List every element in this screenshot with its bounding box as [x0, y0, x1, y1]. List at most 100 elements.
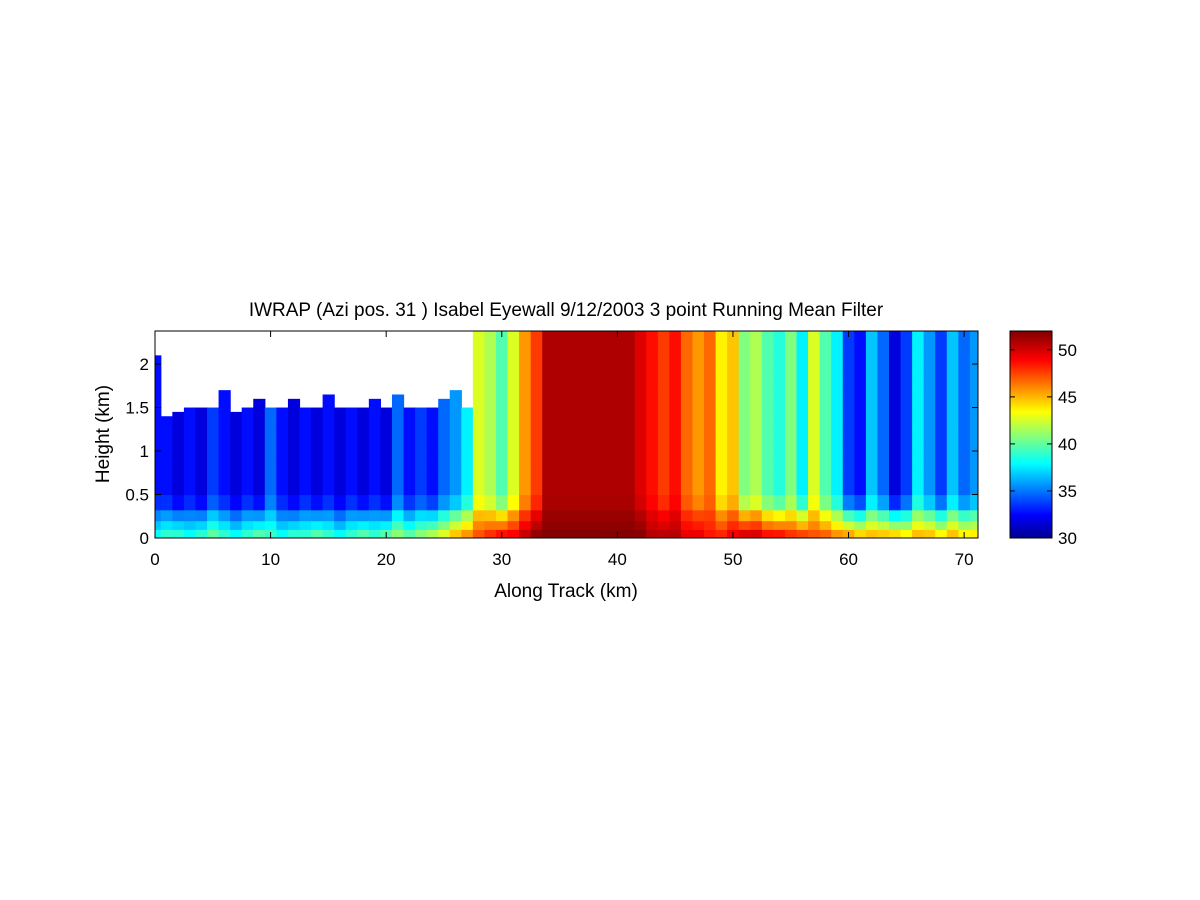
heatmap-cell [484, 520, 497, 530]
heatmap-cell [276, 442, 289, 461]
heatmap-cell [345, 494, 358, 511]
heatmap-cell [623, 355, 636, 374]
heatmap-cell [195, 459, 208, 478]
heatmap-cell [530, 509, 543, 522]
heatmap-cell [865, 459, 879, 478]
heatmap-cell [461, 494, 474, 511]
heatmap-cell [889, 509, 902, 522]
heatmap-cell [727, 442, 740, 461]
heatmap-cell [854, 529, 867, 538]
heatmap-cell [808, 340, 821, 356]
heatmap-cell [831, 509, 844, 522]
heatmap-cell [808, 494, 821, 511]
heatmap-cell [727, 477, 740, 496]
heatmap-cell [391, 459, 405, 478]
heatmap-cell [415, 442, 428, 461]
heatmap-cell [484, 494, 497, 511]
heatmap-cell [484, 529, 497, 538]
heatmap-cell [727, 372, 740, 391]
heatmap-cell [334, 407, 347, 426]
y-axis: 0 0.5 1 1.5 2 [125, 355, 978, 548]
heatmap-cell [600, 340, 613, 356]
heatmap-cell [946, 372, 959, 391]
heatmap-cell [715, 459, 728, 478]
heatmap-cell [276, 424, 289, 443]
heatmap-cell [565, 424, 578, 443]
heatmap-cell [842, 390, 855, 409]
heatmap-cell [160, 442, 173, 461]
heatmap-cell [542, 355, 555, 374]
heatmap-cell [438, 477, 451, 496]
heatmap-cell [634, 459, 647, 478]
heatmap-cell [819, 340, 832, 356]
heatmap-cell [461, 407, 474, 426]
heatmap-cell [634, 494, 647, 511]
colorbar [1009, 330, 1053, 539]
heatmap-cell [345, 520, 358, 530]
heatmap-cell [900, 407, 913, 426]
heatmap-cell [969, 340, 978, 356]
heatmap-cell [495, 477, 509, 496]
heatmap-cell [946, 331, 959, 341]
heatmap-cell [900, 477, 913, 496]
heatmap-cell [889, 407, 902, 426]
heatmap-cell [195, 424, 208, 443]
heatmap-cell [946, 407, 959, 426]
heatmap-cell [854, 390, 867, 409]
heatmap-cell [415, 494, 428, 511]
heatmap-cell [403, 509, 416, 522]
heatmap-cell [576, 442, 590, 461]
heatmap-cell [958, 407, 971, 426]
heatmap-cell [738, 372, 751, 391]
heatmap-cell [704, 459, 717, 478]
heatmap-cell [831, 520, 844, 530]
heatmap-cell [634, 424, 647, 443]
heatmap-cell [507, 390, 520, 409]
heatmap-cell [831, 372, 844, 391]
heatmap-cell [969, 390, 978, 409]
heatmap-cell [646, 477, 659, 496]
heatmap-cell [727, 459, 740, 478]
heatmap-cell [588, 509, 601, 522]
heatmap-cell [311, 509, 324, 522]
heatmap-cell [750, 355, 763, 374]
heatmap-cell [230, 424, 243, 443]
heatmap-cell [160, 424, 173, 443]
heatmap-cell [634, 529, 647, 538]
heatmap-cell [472, 407, 486, 426]
heatmap-cell [634, 520, 647, 530]
heatmap-cell [160, 520, 173, 530]
heatmap-cell [680, 424, 694, 443]
heatmap-cell [646, 459, 659, 478]
heatmap-cell [623, 459, 636, 478]
heatmap-cell [553, 407, 566, 426]
heatmap-cell [461, 529, 474, 538]
heatmap-cell [438, 520, 451, 530]
heatmap-cell [287, 459, 301, 478]
heatmap-cell [519, 331, 532, 341]
heatmap-cell [912, 459, 925, 478]
heatmap-cell [155, 407, 162, 426]
heatmap-cell [692, 442, 705, 461]
heatmap-cell [831, 407, 844, 426]
heatmap-cell [715, 372, 728, 391]
heatmap-cell [854, 477, 867, 496]
heatmap-cell [657, 442, 670, 461]
heatmap-cell [172, 494, 185, 511]
heatmap-cell [172, 477, 185, 496]
heatmap-cell [391, 477, 405, 496]
heatmap-cell [704, 331, 717, 341]
heatmap-cell [519, 459, 532, 478]
heatmap-cell [611, 355, 624, 374]
heatmap-cell [923, 459, 936, 478]
heatmap-cell [923, 477, 936, 496]
heatmap-cell [241, 529, 254, 538]
heatmap-cell [865, 477, 879, 496]
heatmap-cell [588, 477, 601, 496]
heatmap-cell [438, 459, 451, 478]
heatmap-cell [912, 407, 925, 426]
heatmap-cell [553, 459, 566, 478]
heatmap-cell [784, 494, 798, 511]
heatmap-cell [738, 331, 751, 341]
heatmap-cell [773, 442, 786, 461]
